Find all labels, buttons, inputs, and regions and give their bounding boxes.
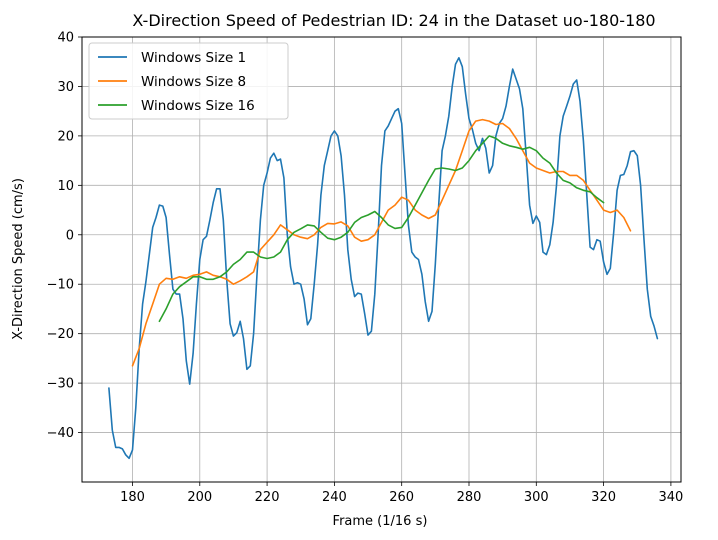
- plot-frame: [81, 36, 682, 483]
- y-tick-label: 0: [66, 228, 74, 243]
- y-tick-label: −40: [47, 426, 74, 441]
- x-tick-label: 340: [658, 490, 683, 505]
- legend-label: Windows Size 16: [141, 98, 255, 114]
- series-line-3: [158, 135, 605, 323]
- y-tick-label: 40: [57, 31, 74, 46]
- x-axis-label: Frame (1/16 s): [333, 514, 428, 529]
- y-axis-label: X-Direction Speed (cm/s): [11, 178, 26, 340]
- x-axis-ticks: 180 200 220 240 260 280 300 320 340: [120, 482, 683, 505]
- series-line-1: [108, 57, 659, 460]
- x-tick-label: 320: [591, 490, 616, 505]
- x-tick-label: 180: [120, 490, 145, 505]
- x-tick-label: 300: [524, 490, 549, 505]
- y-tick-label: 10: [57, 179, 74, 194]
- y-tick-label: −30: [47, 377, 74, 392]
- series-lines: [108, 57, 659, 460]
- legend-label: Windows Size 8: [141, 74, 246, 90]
- legend-box: [88, 42, 289, 120]
- x-tick-label: 260: [389, 490, 414, 505]
- y-tick-label: 20: [57, 129, 74, 144]
- y-tick-label: 30: [57, 80, 74, 95]
- legend: Windows Size 1 Windows Size 8 Windows Size…: [88, 42, 289, 120]
- series-line-2: [131, 118, 632, 367]
- y-axis-ticks: −40 −30 −20 −10 0 10 20 30 40: [47, 31, 82, 441]
- x-tick-label: 280: [457, 490, 482, 505]
- x-tick-label: 220: [255, 490, 280, 505]
- x-tick-label: 200: [187, 490, 212, 505]
- y-tick-label: −10: [47, 278, 74, 293]
- x-tick-label: 240: [322, 490, 347, 505]
- chart-title: X-Direction Speed of Pedestrian ID: 24 i…: [132, 11, 655, 30]
- legend-label: Windows Size 1: [141, 50, 246, 66]
- y-tick-label: −20: [47, 327, 74, 342]
